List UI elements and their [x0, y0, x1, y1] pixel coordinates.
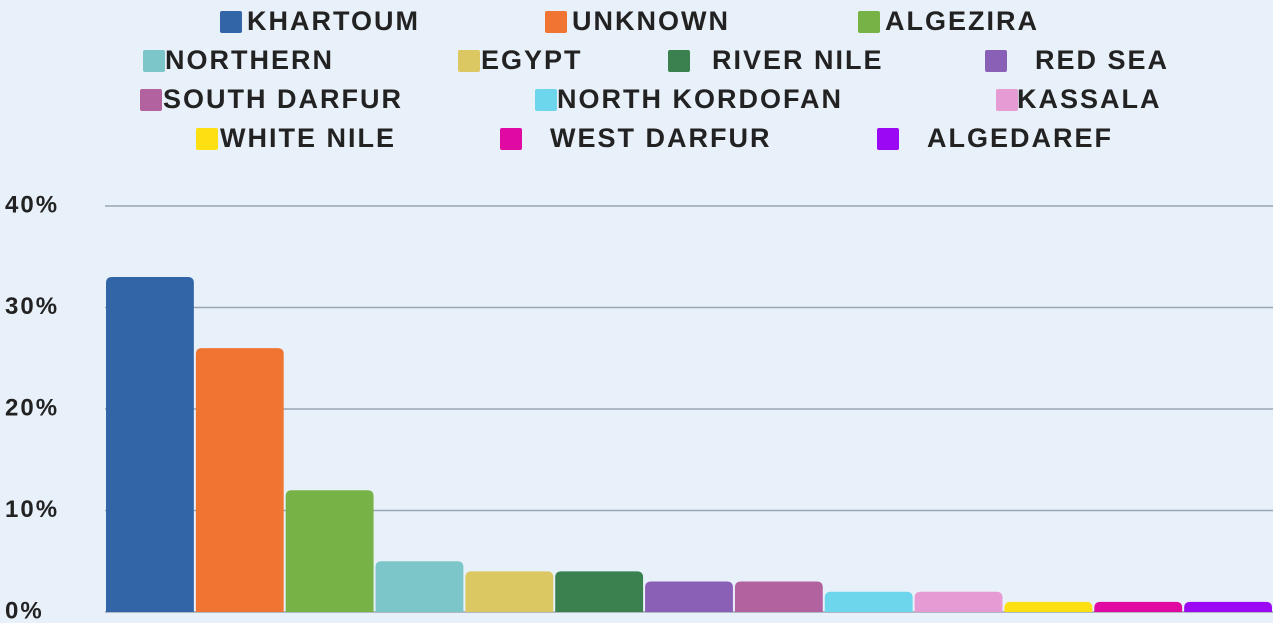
- bar: [734, 581, 823, 612]
- legend-label: ALGEDAREF: [927, 123, 1113, 153]
- legend-swatch: [996, 89, 1018, 111]
- legend-swatch: [458, 50, 480, 72]
- bar: [1184, 601, 1272, 612]
- legend-label: ALGEZIRA: [885, 6, 1039, 36]
- legend-label: KASSALA: [1017, 84, 1162, 114]
- legend-label: SOUTH DARFUR: [163, 84, 403, 114]
- bar: [1094, 601, 1183, 612]
- y-tick-label: 40%: [5, 191, 59, 218]
- legend-swatch: [500, 128, 522, 150]
- legend-label: WEST DARFUR: [550, 123, 771, 153]
- bar: [465, 571, 554, 612]
- legend-swatch: [668, 50, 690, 72]
- legend-swatch: [220, 11, 242, 33]
- legend-swatch: [858, 11, 880, 33]
- bar: [285, 490, 374, 612]
- legend-label: EGYPT: [481, 45, 583, 75]
- y-tick-label: 10%: [5, 496, 59, 523]
- legend-label: NORTHERN: [165, 45, 334, 75]
- legend-swatch: [877, 128, 899, 150]
- y-tick-label: 20%: [5, 394, 59, 421]
- legend-swatch: [985, 50, 1007, 72]
- bar: [195, 348, 284, 612]
- legend-swatch: [140, 89, 162, 111]
- legend-swatch: [143, 50, 165, 72]
- legend-label: UNKNOWN: [572, 6, 730, 36]
- bar: [824, 591, 913, 612]
- bar: [106, 277, 194, 612]
- bar: [645, 581, 733, 612]
- bar: [555, 571, 644, 612]
- legend-label: RIVER NILE: [712, 45, 884, 75]
- legend-label: WHITE NILE: [220, 123, 396, 153]
- legend-label: NORTH KORDOFAN: [557, 84, 843, 114]
- legend-label: KHARTOUM: [247, 6, 420, 36]
- bar: [914, 591, 1003, 612]
- legend-label: RED SEA: [1035, 45, 1169, 75]
- legend-swatch: [535, 89, 557, 111]
- y-tick-label: 30%: [5, 293, 59, 320]
- legend-swatch: [196, 128, 218, 150]
- y-tick-label: 0%: [5, 597, 44, 623]
- bar: [1004, 601, 1093, 612]
- bar: [375, 561, 464, 612]
- legend-swatch: [545, 11, 567, 33]
